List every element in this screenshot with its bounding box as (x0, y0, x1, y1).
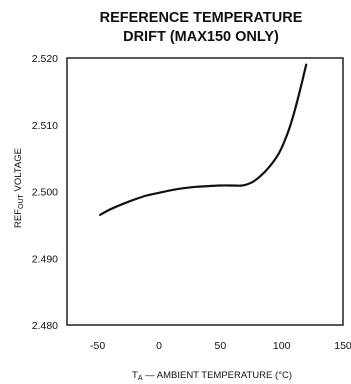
x-axis-label-rest: — AMBIENT TEMPERATURE (°C) (143, 370, 292, 381)
x-tick-label: 150 (334, 340, 351, 352)
y-axis-label-prefix: REF (13, 209, 24, 228)
series-line (99, 63, 308, 216)
x-tick-label: 0 (156, 340, 162, 352)
chart-title: REFERENCE TEMPERATURE (100, 10, 303, 26)
y-axis-label-rest: VOLTAGE (13, 148, 24, 194)
x-axis-label-subscript: A (138, 375, 143, 382)
y-axis-label-subscript: OUT (18, 193, 25, 209)
y-axis-label: REFOUT VOLTAGE (13, 148, 25, 228)
y-tick-label: 2.510 (32, 120, 58, 132)
x-axis-ticks: -50 0 50 100 150 (90, 340, 351, 352)
y-tick-label: 2.500 (32, 187, 58, 199)
x-axis-label: TA — AMBIENT TEMPERATURE (°C) (132, 370, 292, 382)
y-tick-label: 2.520 (32, 53, 58, 65)
x-tick-label: 50 (214, 340, 226, 352)
chart-subtitle: DRIFT (MAX150 ONLY) (123, 29, 279, 45)
x-axis-label-prefix: T (132, 370, 138, 381)
x-tick-label: 100 (273, 340, 291, 352)
plot-frame (66, 57, 344, 326)
y-tick-label: 2.490 (32, 253, 58, 265)
y-tick-label: 2.480 (32, 320, 58, 332)
y-axis-ticks: 2.520 2.510 2.500 2.490 2.480 (32, 53, 58, 332)
x-tick-label: -50 (90, 340, 105, 352)
